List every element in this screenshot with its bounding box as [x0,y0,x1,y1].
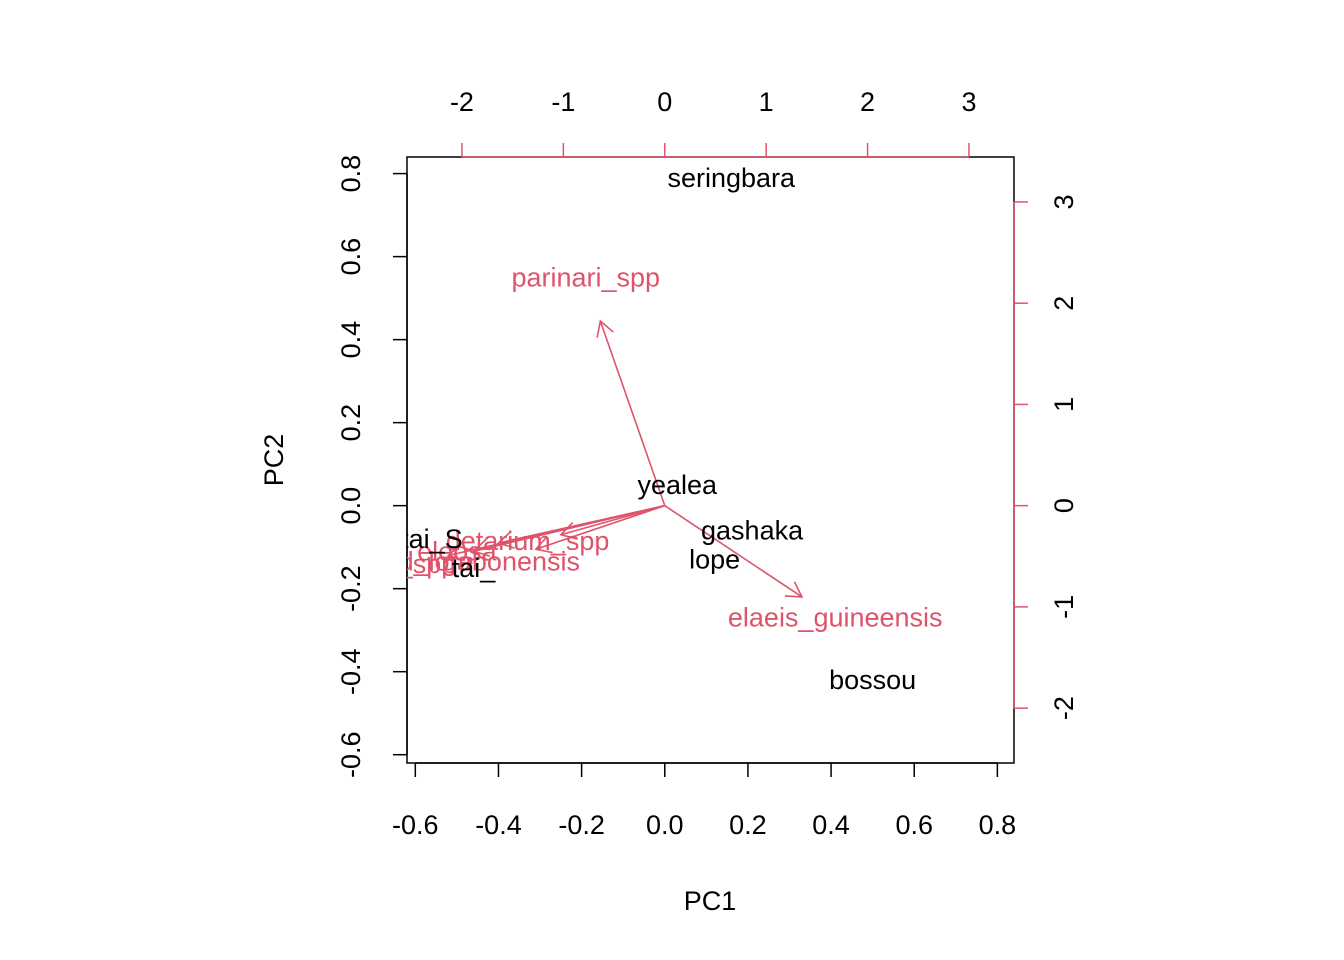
y-tick-label: 0.8 [336,155,366,193]
x-tick-label: 0.4 [812,810,850,840]
observation-label: gashaka [701,516,804,546]
variable-arrow-shaft [599,320,666,506]
bottom-axis: -0.6 -0.4 -0.2 0.0 0.2 0.4 0.6 0.8 [392,762,1017,840]
variable-arrow-head [596,319,614,338]
top-tick-label: 0 [657,87,672,117]
x-tick-label: -0.2 [558,810,605,840]
variable-arrow-head [447,543,466,562]
top-tick-label: -1 [551,87,575,117]
y-tick-label: -0.4 [336,648,366,695]
variable-labels: parinari_spp elaeis_guineensis detarium_sp… [383,262,943,633]
plot-border [406,156,1015,764]
x-tick-label: -0.4 [475,810,522,840]
y-axis-title: PC2 [259,434,289,487]
variable-arrows [447,319,804,598]
variable-label: detarium_spp [446,526,610,556]
variable-label: d_lore [399,547,474,577]
top-axis: -2 -1 0 1 2 3 [450,87,976,158]
right-tick-label: -2 [1049,696,1079,720]
top-tick-label: 1 [759,87,774,117]
observation-label: seringbara [667,163,796,193]
y-tick-label: 0.4 [336,321,366,359]
y-tick-label: 0.2 [336,404,366,442]
variable-label: gabonensis [442,547,580,577]
variable-arrow-shaft [535,504,666,550]
top-tick-label: 3 [961,87,976,117]
variable-label: eleosa [417,536,498,566]
observation-label: yealea [637,470,718,500]
observation-label: tai_ [452,553,497,583]
x-tick-label: 0.8 [979,810,1017,840]
y-tick-label: 0.6 [336,238,366,276]
x-tick-label: 0.2 [729,810,767,840]
x-axis-title: PC1 [684,886,737,916]
top-tick-label: -2 [450,87,474,117]
observation-label: lope [689,545,740,575]
variable-label: elaeis_guineensis [728,603,943,633]
y-tick-label: -0.6 [336,731,366,778]
variable-arrow-shaft [448,504,665,557]
variable-label: a_spp [383,549,457,579]
variable-arrow-head [534,535,553,554]
left-axis: -0.6 -0.4 -0.2 0.0 0.2 0.4 0.6 0.8 [336,155,408,778]
x-tick-label: -0.6 [392,810,439,840]
x-tick-label: 0.0 [646,810,684,840]
y-tick-label: -0.2 [336,565,366,612]
variable-arrow-head [471,539,491,557]
variable-label: parinari_spp [511,262,660,292]
variable-arrow-head [496,530,515,549]
x-tick-label: 0.6 [895,810,933,840]
right-tick-label: 0 [1049,498,1079,513]
right-tick-label: -1 [1049,595,1079,619]
right-axis: -2 -1 0 1 2 3 [1013,194,1079,720]
y-tick-label: 0.0 [336,487,366,525]
observation-label: bossou [829,665,916,695]
right-tick-label: 3 [1049,194,1079,209]
top-tick-label: 2 [860,87,875,117]
right-tick-label: 1 [1049,397,1079,412]
observation-label: tai_S [401,524,463,554]
variable-arrow-shaft [664,504,803,598]
variable-arrow-head [784,581,804,598]
right-tick-label: 2 [1049,296,1079,311]
